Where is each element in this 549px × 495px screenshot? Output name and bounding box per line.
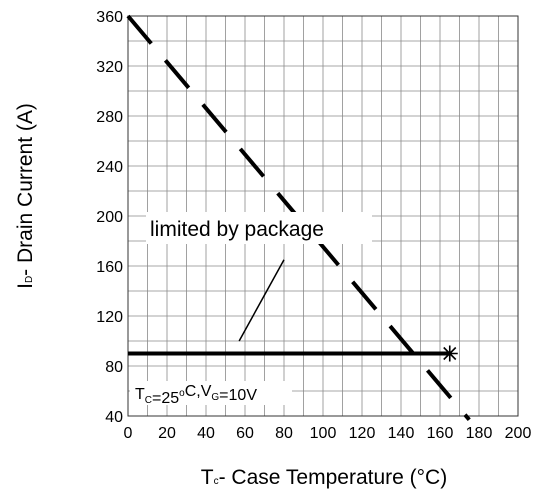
y-tick-label: 320 — [96, 59, 123, 76]
condition-part: =25 — [152, 390, 179, 407]
x-axis-label-rest: - Case Temperature (°C) — [219, 466, 448, 489]
condition-part: T — [135, 386, 145, 403]
major-grid — [127, 15, 519, 417]
x-tick-label: 140 — [388, 425, 415, 442]
test-condition-label: TC=25oC,VG=10V — [135, 383, 257, 407]
annotation-text: limited by package — [150, 218, 324, 241]
x-axis-label-main: T — [201, 466, 214, 489]
plot-frame — [127, 15, 519, 417]
x-axis-label: Tc- Case Temperature (°C) — [201, 466, 447, 489]
y-tick-label: 120 — [96, 309, 123, 326]
y-tick-label: 280 — [96, 109, 123, 126]
y-tick-label: 360 — [96, 9, 123, 26]
annotation-layer — [130, 212, 372, 405]
condition-part: o — [179, 388, 185, 399]
x-tick-label: 0 — [124, 425, 133, 442]
x-tick-label: 180 — [466, 425, 493, 442]
x-tick-label: 120 — [349, 425, 376, 442]
y-tick-label: 200 — [96, 209, 123, 226]
x-tick-label: 160 — [427, 425, 454, 442]
x-tick-labels: 0 20 40 60 80 100 120 140 160 180 200 — [124, 425, 532, 442]
y-tick-label: 240 — [96, 159, 123, 176]
x-tick-label: 80 — [275, 425, 293, 442]
x-tick-label: 60 — [236, 425, 254, 442]
y-tick-label: 160 — [96, 259, 123, 276]
x-axis-label-sub: c — [214, 476, 219, 487]
x-tick-label: 100 — [310, 425, 337, 442]
annotation-backdrop — [146, 212, 372, 244]
x-tick-label: 20 — [158, 425, 176, 442]
y-axis-label: ID- Drain Current (A) — [14, 103, 37, 289]
annotation-pointer — [238, 259, 285, 342]
intersection-marker — [441, 345, 458, 362]
condition-backdrop — [130, 381, 292, 405]
y-tick-labels: 40 80 120 160 200 240 280 320 360 — [96, 9, 123, 426]
condition-part: =10V — [219, 387, 257, 404]
y-tick-label: 80 — [105, 359, 123, 376]
y-tick-label: 40 — [105, 409, 123, 426]
x-tick-label: 200 — [505, 425, 532, 442]
y-axis-label-rest: - Drain Current (A) — [14, 103, 37, 276]
x-tick-label: 40 — [197, 425, 215, 442]
y-axis-label-main: I — [14, 283, 37, 289]
condition-part: C — [145, 395, 152, 406]
condition-part: G — [211, 392, 219, 403]
condition-part: C,V — [185, 383, 212, 400]
y-axis-label-sub: D — [24, 276, 35, 283]
